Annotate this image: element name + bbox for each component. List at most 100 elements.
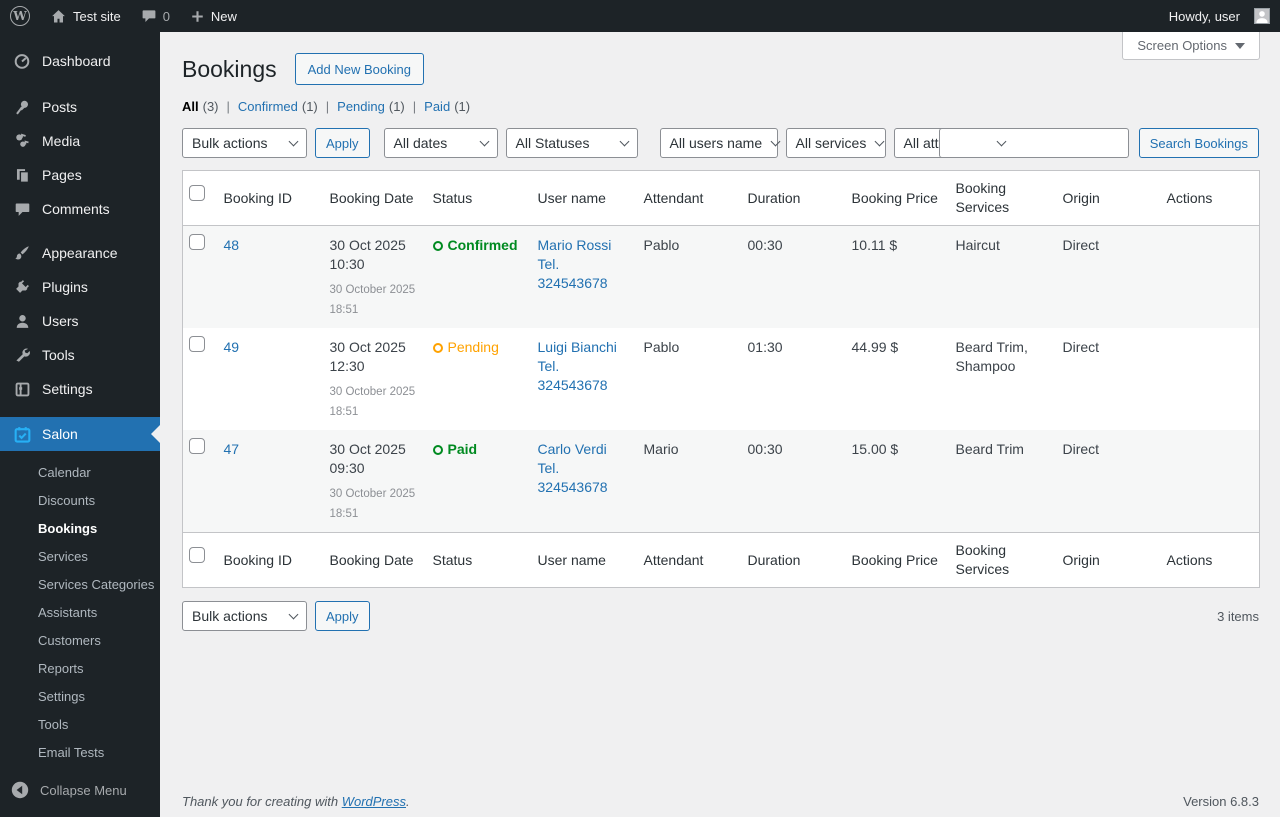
bulk-actions-select-bottom[interactable]: Bulk actions — [182, 601, 307, 631]
services-filter-select[interactable]: All services — [785, 128, 886, 158]
sidebar-item-media[interactable]: Media — [0, 124, 160, 158]
chevron-down-icon — [479, 136, 489, 146]
submenu-item-reports[interactable]: Reports — [0, 654, 160, 682]
new-content-menu[interactable]: New — [180, 0, 247, 32]
column-header-status: Status — [424, 170, 530, 226]
filter-count: (1) — [454, 99, 471, 114]
sidebar-item-settings[interactable]: Settings — [0, 372, 160, 406]
sidebar-item-pages[interactable]: Pages — [0, 158, 160, 192]
column-footer-actions: Actions — [1158, 532, 1260, 588]
users-filter-select[interactable]: All users name — [659, 128, 781, 158]
select-all-checkbox[interactable] — [189, 547, 205, 563]
attendant-cell: Mario — [643, 441, 679, 457]
dates-filter-select[interactable]: All dates — [383, 128, 498, 158]
filter-link-all[interactable]: All — [182, 99, 199, 114]
user-name-link[interactable]: Mario Rossi Tel. 324543678 — [537, 237, 612, 291]
wordpress-logo-menu[interactable]: W — [0, 0, 40, 32]
submenu-item-services-categories[interactable]: Services Categories — [0, 570, 160, 598]
comment-bubble-icon — [141, 8, 157, 24]
column-header-booking-date: Booking Date — [321, 170, 425, 226]
add-new-booking-button[interactable]: Add New Booking — [294, 53, 424, 85]
submenu-item-services[interactable]: Services — [0, 542, 160, 570]
sidebar-item-tools[interactable]: Tools — [0, 338, 160, 372]
column-footer-user-name: User name — [529, 532, 636, 588]
table-row: 47 30 Oct 2025 09:30 30 October 2025 18:… — [182, 430, 1260, 533]
select-value: Bulk actions — [192, 135, 268, 151]
submenu-item-calendar[interactable]: Calendar — [0, 458, 160, 486]
booking-id-link[interactable]: 47 — [223, 441, 240, 457]
admin-sidebar: Dashboard Posts Media Pages Comments App… — [0, 32, 160, 817]
account-menu[interactable]: Howdy, user — [1159, 0, 1280, 32]
filter-link-confirmed[interactable]: Confirmed — [237, 99, 298, 114]
submenu-item-customers[interactable]: Customers — [0, 626, 160, 654]
booking-price-cell: 15.00 $ — [851, 441, 899, 457]
sidebar-item-dashboard[interactable]: Dashboard — [0, 44, 160, 78]
booking-id-link[interactable]: 48 — [223, 237, 240, 253]
submenu-item-settings[interactable]: Settings — [0, 682, 160, 710]
submenu-item-assistants[interactable]: Assistants — [0, 598, 160, 626]
submenu-label: Bookings — [38, 520, 98, 536]
table-row: 49 30 Oct 2025 12:30 30 October 2025 18:… — [183, 328, 1260, 430]
submenu-item-tools[interactable]: Tools — [0, 710, 160, 738]
site-name-link[interactable]: Test site — [40, 0, 131, 32]
user-name-link[interactable]: Carlo Verdi Tel. 324543678 — [537, 441, 608, 495]
search-input[interactable] — [938, 128, 1129, 158]
table-row: 48 30 Oct 2025 10:30 30 October 2025 18:… — [182, 225, 1260, 328]
salon-calendar-icon — [12, 425, 32, 444]
user-icon — [12, 313, 32, 330]
pages-icon — [12, 167, 32, 184]
filter-link-pending[interactable]: Pending — [337, 99, 385, 114]
sidebar-item-salon[interactable]: Salon — [0, 417, 160, 451]
submenu-label: Reports — [38, 660, 84, 676]
brush-icon — [12, 244, 32, 262]
sidebar-item-plugins[interactable]: Plugins — [0, 270, 160, 304]
comments-admin-link[interactable]: 0 — [131, 0, 180, 32]
search-bookings-button[interactable]: Search Bookings — [1138, 128, 1259, 158]
screen-options-tab[interactable]: Screen Options — [1122, 32, 1260, 60]
wordpress-link[interactable]: WordPress — [341, 794, 406, 809]
column-header-origin: Origin — [1054, 170, 1159, 226]
bulk-actions-select[interactable]: Bulk actions — [182, 128, 307, 158]
attendant-cell: Pablo — [643, 339, 680, 355]
bookings-table: Booking ID Booking Date Status User name… — [182, 170, 1260, 588]
column-footer-origin: Origin — [1054, 532, 1159, 588]
origin-cell: Direct — [1062, 237, 1100, 253]
submenu-item-bookings[interactable]: Bookings — [0, 514, 160, 542]
filter-count: (1) — [301, 99, 318, 114]
settings-icon — [12, 381, 32, 398]
salon-submenu: Calendar Discounts Bookings Services Ser… — [0, 451, 160, 776]
submenu-item-email-tests[interactable]: Email Tests — [0, 738, 160, 766]
row-checkbox[interactable] — [189, 438, 205, 454]
column-header-booking-price: Booking Price — [843, 170, 948, 226]
sidebar-item-users[interactable]: Users — [0, 304, 160, 338]
column-header-duration: Duration — [739, 170, 844, 226]
sidebar-item-posts[interactable]: Posts — [0, 90, 160, 124]
dashboard-icon — [12, 52, 32, 70]
submenu-item-discounts[interactable]: Discounts — [0, 486, 160, 514]
row-checkbox[interactable] — [189, 336, 205, 352]
status-filter-links: All (3) Confirmed (1) Pending (1) Paid (… — [182, 99, 1259, 114]
chevron-down-icon — [770, 136, 781, 146]
sidebar-item-comments[interactable]: Comments — [0, 192, 160, 226]
footer-thanks-text: Thank you for creating with WordPress. — [182, 794, 410, 809]
collapse-menu-button[interactable]: Collapse Menu — [0, 775, 160, 805]
filter-link-paid[interactable]: Paid — [424, 99, 451, 114]
thanks-suffix: . — [406, 794, 410, 809]
actions-cell — [1159, 328, 1260, 430]
apply-button-bottom[interactable]: Apply — [315, 601, 370, 631]
booking-id-link[interactable]: 49 — [223, 339, 240, 355]
user-name-link[interactable]: Luigi Bianchi Tel. 324543678 — [537, 339, 617, 393]
column-footer-booking-id: Booking ID — [215, 532, 322, 588]
sidebar-item-appearance[interactable]: Appearance — [0, 236, 160, 270]
chevron-down-icon — [288, 609, 299, 619]
status-filter-select[interactable]: All Statuses — [505, 128, 638, 158]
sidebar-item-label: Media — [42, 133, 81, 149]
plug-icon — [12, 278, 32, 296]
column-footer-booking-services: Booking Services — [947, 532, 1055, 588]
apply-button[interactable]: Apply — [315, 128, 370, 158]
submenu-label: Discounts — [38, 492, 96, 508]
row-checkbox[interactable] — [189, 234, 205, 250]
column-footer-duration: Duration — [739, 532, 844, 588]
collapse-menu-label: Collapse Menu — [40, 782, 127, 798]
select-all-checkbox[interactable] — [189, 185, 205, 201]
